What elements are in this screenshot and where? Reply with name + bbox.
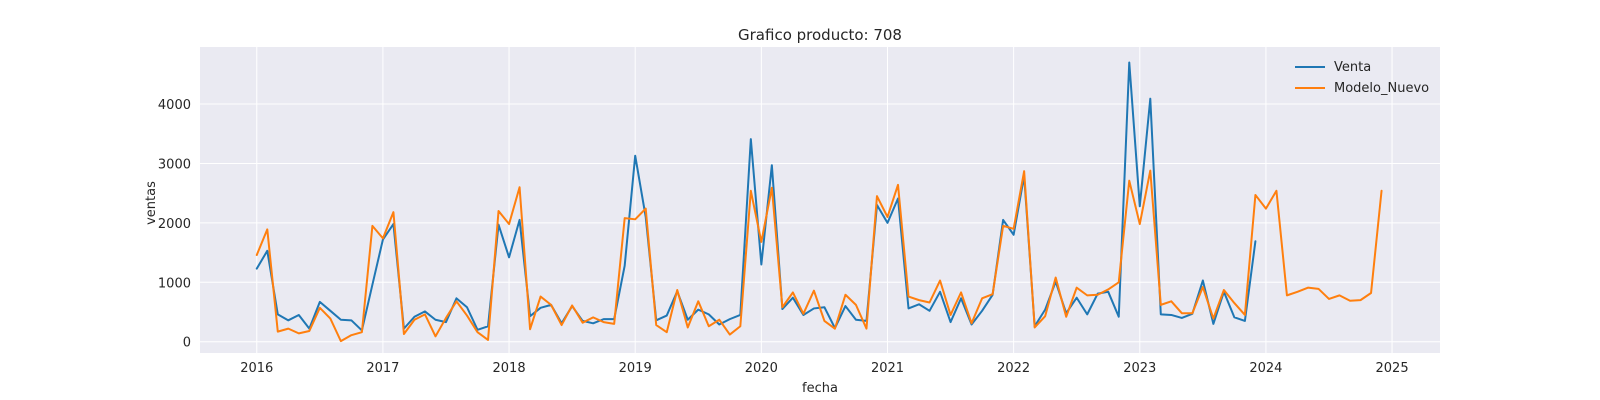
y-tick-label: 0 (183, 336, 191, 351)
series-line-venta (255, 61, 1257, 332)
y-axis: 0 1000 2000 3000 4000 (158, 98, 191, 351)
x-tick-label: 2018 (493, 361, 526, 376)
x-tick-label: 2025 (1376, 361, 1409, 376)
legend: Venta Modelo_Nuevo (1295, 60, 1429, 96)
x-axis-label: fecha (802, 381, 838, 396)
y-tick-label: 2000 (158, 217, 191, 232)
legend-label-modelo-nuevo: Modelo_Nuevo (1334, 81, 1429, 96)
x-axis: 2016 2017 2018 2019 2020 2021 2022 2023 2024 2025 (240, 361, 1408, 376)
y-tick-label: 1000 (158, 276, 191, 291)
x-tick-label: 2024 (1249, 361, 1282, 376)
series-line-modelo-nuevo (255, 169, 1383, 343)
chart-title: Grafico producto: 708 (738, 26, 902, 44)
x-tick-label: 2022 (997, 361, 1030, 376)
y-tick-label: 3000 (158, 157, 191, 172)
y-tick-label: 4000 (158, 98, 191, 113)
x-tick-label: 2021 (871, 361, 904, 376)
x-tick-label: 2020 (745, 361, 778, 376)
x-tick-label: 2019 (619, 361, 652, 376)
x-tick-label: 2016 (240, 361, 273, 376)
x-tick-label: 2017 (366, 361, 399, 376)
series-layer (255, 61, 1383, 343)
legend-label-venta: Venta (1334, 60, 1371, 75)
y-axis-label: ventas (144, 181, 159, 225)
x-tick-label: 2023 (1123, 361, 1156, 376)
grid (200, 47, 1440, 353)
